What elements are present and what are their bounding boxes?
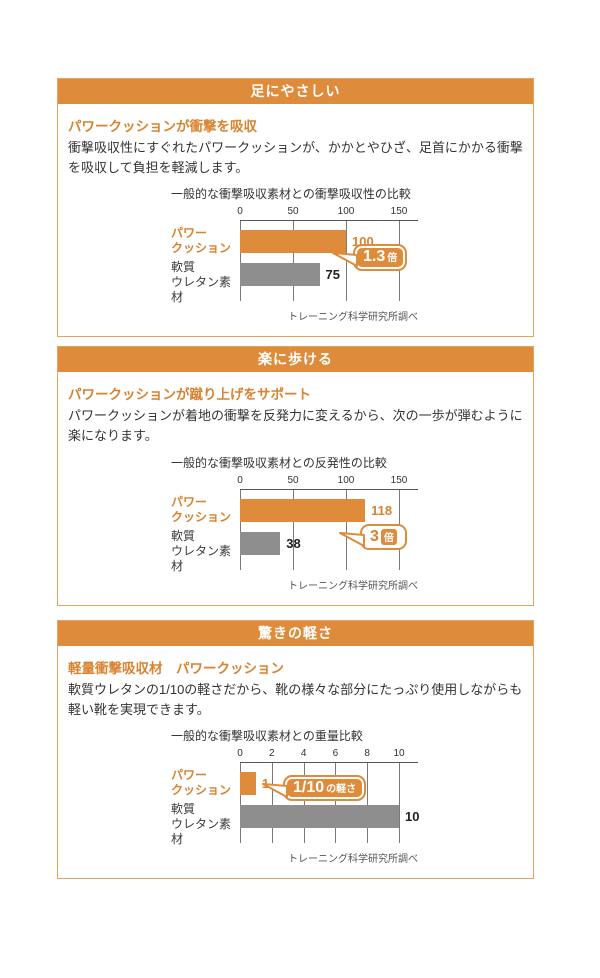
category-label-power-cushion: パワー クッション [171,226,232,256]
badge-main-text: 1/10 [293,778,325,796]
axis-tick-label: 0 [237,474,243,486]
section-subtitle: 軽量衝撃吸収材 パワークッション [68,660,284,676]
section-content: パワークッションが蹴り上げをサポート パワークッションが着地の衝撃を反発力に変え… [58,372,533,604]
gridline [240,221,241,302]
badge-tail-icon [262,782,288,798]
bar-urethane [240,804,399,828]
gridline [271,762,273,843]
category-label-urethane: 軟質 ウレタン素材 [171,260,232,305]
section-card-easy-walking: 楽に歩ける パワークッションが蹴り上げをサポート パワークッションが着地の衝撃を… [57,346,534,606]
axis-tick-label: 150 [390,206,408,218]
badge-sub-text: 倍 [380,528,397,545]
callout-badge: 1.3 倍 [332,244,408,271]
chart-plot-area: 02468101101/10の軽さ [237,748,420,843]
badge-sub-text: の軽さ [326,783,357,795]
chart-main: パワー クッション 軟質 ウレタン素材 0 50 100 150 100 75 1.3 倍 [171,203,418,304]
chart-source-note: トレーニング科学研究所調べ [288,312,418,324]
bar-value-label: 38 [286,535,301,551]
bar-urethane [240,263,320,287]
chart-category-labels: パワー クッション 軟質 ウレタン素材 [171,220,240,304]
axis-tick-label: 2 [269,747,275,759]
section-subtitle: パワークッションが衝撃を吸収 [68,119,257,134]
axis-tick-label: 50 [287,206,299,218]
axis-tick-label: 8 [364,747,370,759]
section-content: 軽量衝撃吸収材 パワークッション 軟質ウレタンの1/10の軽さだから、靴の様々な… [58,646,533,878]
section-card-lightness: 驚きの軽さ 軽量衝撃吸収材 パワークッション 軟質ウレタンの1/10の軽さだから… [57,619,534,879]
badge-main-text: 1.3 [363,248,386,266]
chart-plot-area: 0 50 100 150 100 75 1.3 倍 [237,206,418,302]
section-body-text: 衝撃吸収性にすぐれたパワークッションが、かかとやひざ、足首にかかる衝撃を吸収して… [68,140,523,176]
gridline [346,489,347,570]
section-body-text: パワークッションが着地の衝撃を反発力に変えるから、次の一歩が弾むように楽になりま… [68,408,523,444]
callout-badge: 1/10 の軽さ [262,774,367,802]
gridline [367,762,369,843]
chart-source-note: トレーニング科学研究所調べ [288,853,418,865]
bar-value-label: 10 [405,808,420,824]
product-info-page: 足にやさしい パワークッションが衝撃を吸収 衝撃吸収性にすぐれたパワークッション… [0,78,600,978]
bar-power-cushion [240,771,256,795]
section-header: 足にやさしい [58,79,533,104]
chart-main: パワー クッション 軟質 ウレタン素材 0 50 100 150 118 38 3 倍 [171,472,418,573]
rebound-chart: 一般的な衝撃吸収素材との反発性の比較 パワー クッション 軟質 ウレタン素材 0… [171,454,418,592]
bar-power-cushion [240,230,346,254]
axis-tick-label: 4 [300,747,307,759]
shock-absorption-chart: 一般的な衝撃吸収素材との衝撃吸収性の比較 パワー クッション 軟質 ウレタン素材… [171,185,418,323]
category-label-power-cushion: パワー クッション [171,767,232,797]
gridline [293,221,294,302]
chart-main: パワー クッション 軟質 ウレタン素材 02468101101/10の軽さ [171,745,420,846]
chart-title: 一般的な衝撃吸収素材との反発性の比較 [171,455,387,470]
chart-plot-area: 0 50 100 150 118 38 3 倍 [237,475,418,570]
axis-tick-label: 50 [287,474,299,486]
category-label-power-cushion: パワー クッション [171,494,232,524]
category-label-urethane: 軟質 ウレタン素材 [171,801,232,846]
section-body-text: 軟質ウレタンの1/10の軽さだから、靴の様々な部分にたっぷり使用しながらも軽い靴… [68,681,523,717]
axis-tick-label: 0 [237,206,243,218]
axis-tick-label: 100 [337,206,355,218]
badge-tail-icon [339,531,365,547]
section-header: 驚きの軽さ [58,620,533,646]
gridline [303,762,305,843]
badge-sub-text: 倍 [387,253,398,265]
gridline [240,489,241,570]
axis-tick-label: 0 [237,747,243,759]
bar-value-label: 118 [371,502,393,518]
chart-title: 一般的な衝撃吸収素材との衝撃吸収性の比較 [171,187,411,202]
axis-tick-label: 6 [332,747,339,759]
chart-category-labels: パワー クッション 軟質 ウレタン素材 [171,762,240,846]
section-card-foot-friendly: 足にやさしい パワークッションが衝撃を吸収 衝撃吸収性にすぐれたパワークッション… [57,78,534,338]
gridline [399,762,400,843]
gridline [240,762,241,843]
category-label-urethane: 軟質 ウレタン素材 [171,528,232,573]
section-header: 楽に歩ける [58,347,533,373]
bar-power-cushion [240,498,366,522]
section-content: パワークッションが衝撃を吸収 衝撃吸収性にすぐれたパワークッションが、かかとやひ… [58,104,533,336]
axis-tick-label: 100 [337,474,355,486]
badge-tail-icon [332,252,358,268]
weight-comparison-chart: 一般的な衝撃吸収素材との重量比較 パワー クッション 軟質 ウレタン素材 0 2 4… [171,727,420,865]
bar-value-label: 75 [325,267,340,283]
axis-tick-label: 150 [390,474,408,486]
bar-urethane [240,531,281,555]
badge-main-text: 3 [370,527,379,545]
chart-source-note: トレーニング科学研究所調べ [288,580,418,592]
chart-title: 一般的な衝撃吸収素材との重量比較 [171,728,363,743]
chart-category-labels: パワー クッション 軟質 ウレタン素材 [171,489,240,573]
gridline [293,489,294,570]
axis-tick-label: 10 [393,747,405,759]
section-subtitle: パワークッションが蹴り上げをサポート [68,387,311,403]
gridline [335,762,337,843]
